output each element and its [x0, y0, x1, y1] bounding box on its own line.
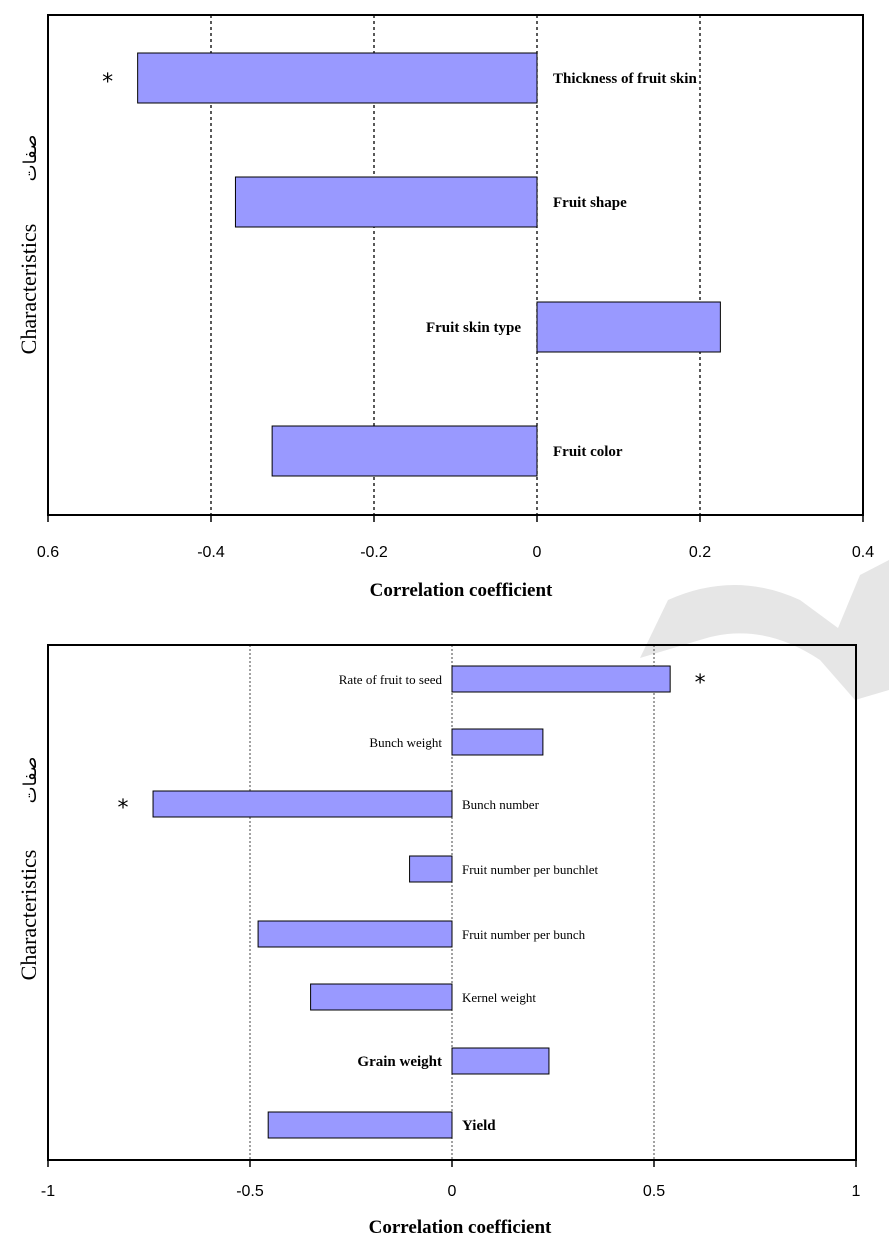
chart-bottom: Characteristics صفات Rate of fruit to se… — [16, 644, 861, 1238]
chart-bottom-ylabel-alt: صفات — [20, 757, 41, 804]
chart-bottom-tick-label: -0.5 — [236, 1183, 264, 1200]
chart-bottom-bar — [152, 790, 453, 818]
chart-bottom-bar — [409, 855, 453, 883]
chart-top-ylabel: Characteristics — [16, 224, 41, 355]
chart-top-tick-label: 0.6 — [37, 544, 59, 561]
chart-bottom-bar — [267, 1111, 453, 1139]
chart-bottom-xlabel: Correlation coefficient — [369, 1217, 552, 1238]
chart-bottom-category-label: Bunch weight — [369, 735, 442, 750]
chart-bottom-category-label: Rate of fruit to seed — [339, 672, 443, 687]
chart-bottom-tick-label: 0.5 — [643, 1183, 665, 1200]
chart-bottom-category-label: Kernel weight — [462, 990, 536, 1005]
chart-bottom-bar — [451, 728, 544, 756]
chart-bottom-category-label: Bunch number — [462, 797, 540, 812]
chart-bottom-category-label: Grain weight — [357, 1054, 442, 1070]
chart-bottom-significance-mark: * — [118, 796, 129, 821]
chart-bottom-ylabel: Characteristics — [16, 850, 41, 981]
chart-top-bar — [271, 425, 538, 477]
chart-top-significance-mark: * — [102, 70, 113, 95]
chart-bottom-category-label: Fruit number per bunchlet — [462, 862, 598, 877]
watermark — [640, 560, 889, 700]
chart-top-bar — [536, 301, 721, 353]
chart-bottom-tick-label: 1 — [852, 1183, 861, 1200]
chart-top-tick-label: 0.2 — [689, 544, 711, 561]
chart-bottom-tick-label: 0 — [448, 1183, 457, 1200]
chart-top-tick-label: 0 — [533, 544, 542, 561]
chart-bottom-tick-label: -1 — [41, 1183, 55, 1200]
chart-bottom-bar — [310, 983, 453, 1011]
chart-top-xlabel: Correlation coefficient — [370, 580, 553, 601]
chart-bottom-category-label: Fruit number per bunch — [462, 927, 586, 942]
chart-top-tick-label: 0.4 — [852, 544, 874, 561]
chart-bottom-bar — [451, 665, 671, 693]
chart-top-tick-label: -0.4 — [197, 544, 225, 561]
chart-top-ylabel-alt: صفات — [20, 135, 41, 182]
chart-bottom-category-label: Yield — [462, 1118, 496, 1134]
chart-top-category-label: Fruit color — [553, 444, 623, 460]
chart-bottom-significance-mark: * — [695, 671, 706, 696]
chart-top-plot-frame — [47, 14, 864, 516]
chart-bottom-bar — [451, 1047, 550, 1075]
chart-top-category-label: Thickness of fruit skin — [553, 71, 697, 87]
chart-bottom-bar — [257, 920, 453, 948]
chart-top-tick-label: -0.2 — [360, 544, 388, 561]
chart-top: Characteristics صفات Thickness of fruit … — [16, 14, 874, 601]
chart-top-bar — [137, 52, 538, 104]
chart-top-category-label: Fruit shape — [553, 195, 627, 211]
chart-top-category-label: Fruit skin type — [426, 320, 521, 336]
chart-top-bar — [234, 176, 538, 228]
